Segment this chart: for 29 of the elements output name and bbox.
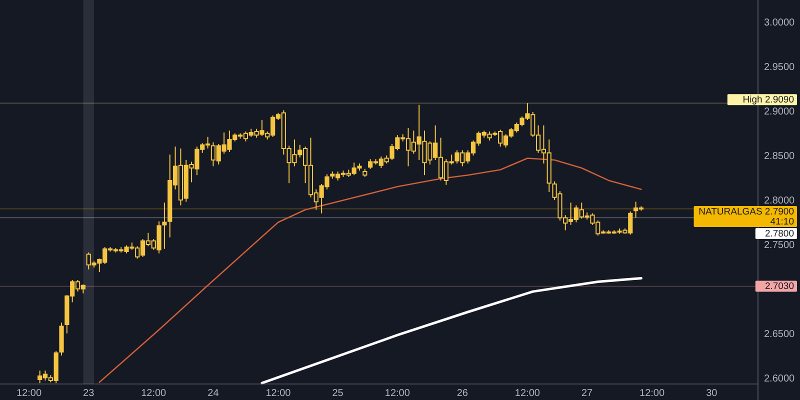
y-tick-label: 2.6000 <box>764 373 796 384</box>
ref-line-label: 2.7800 <box>764 228 794 240</box>
y-tick-label: 2.8000 <box>764 196 796 206</box>
x-tick-label: 23 <box>83 388 95 399</box>
y-tick-label: 3.0000 <box>764 18 796 29</box>
y-tick-label: 2.8500 <box>764 151 796 162</box>
line-series <box>98 158 642 383</box>
ref-line-label: High 2.9090 <box>742 94 794 106</box>
ref-line-label: 2.7030 <box>764 281 794 292</box>
text: 41:10 <box>770 216 794 228</box>
y-tick-label: 2.6500 <box>764 328 796 340</box>
x-tick-label: 12:00 <box>384 388 410 399</box>
candlestick <box>59 322 64 356</box>
y-tick-label: 2.9500 <box>764 62 796 74</box>
x-tick-label: 26 <box>456 388 468 399</box>
x-tick-label: 12:00 <box>16 388 42 399</box>
x-tick-label: 12:00 <box>640 388 666 399</box>
x-tick-label: 30 <box>706 388 718 399</box>
x-tick-label: 12:00 <box>141 388 167 399</box>
candlestick <box>362 168 368 178</box>
x-tick-label: 12:00 <box>514 388 540 399</box>
x-tick-label: 27 <box>581 388 594 399</box>
ref-line-label: NATURALGAS 2.7900 <box>698 206 794 218</box>
y-tick-label: 2.7500 <box>764 240 796 251</box>
x-tick-label: 25 <box>332 388 344 399</box>
x-tick-label: 24 <box>208 388 220 399</box>
x-tick-label: 12:00 <box>266 388 292 399</box>
y-tick-label: 2.9000 <box>764 106 796 118</box>
line-series <box>260 276 642 384</box>
